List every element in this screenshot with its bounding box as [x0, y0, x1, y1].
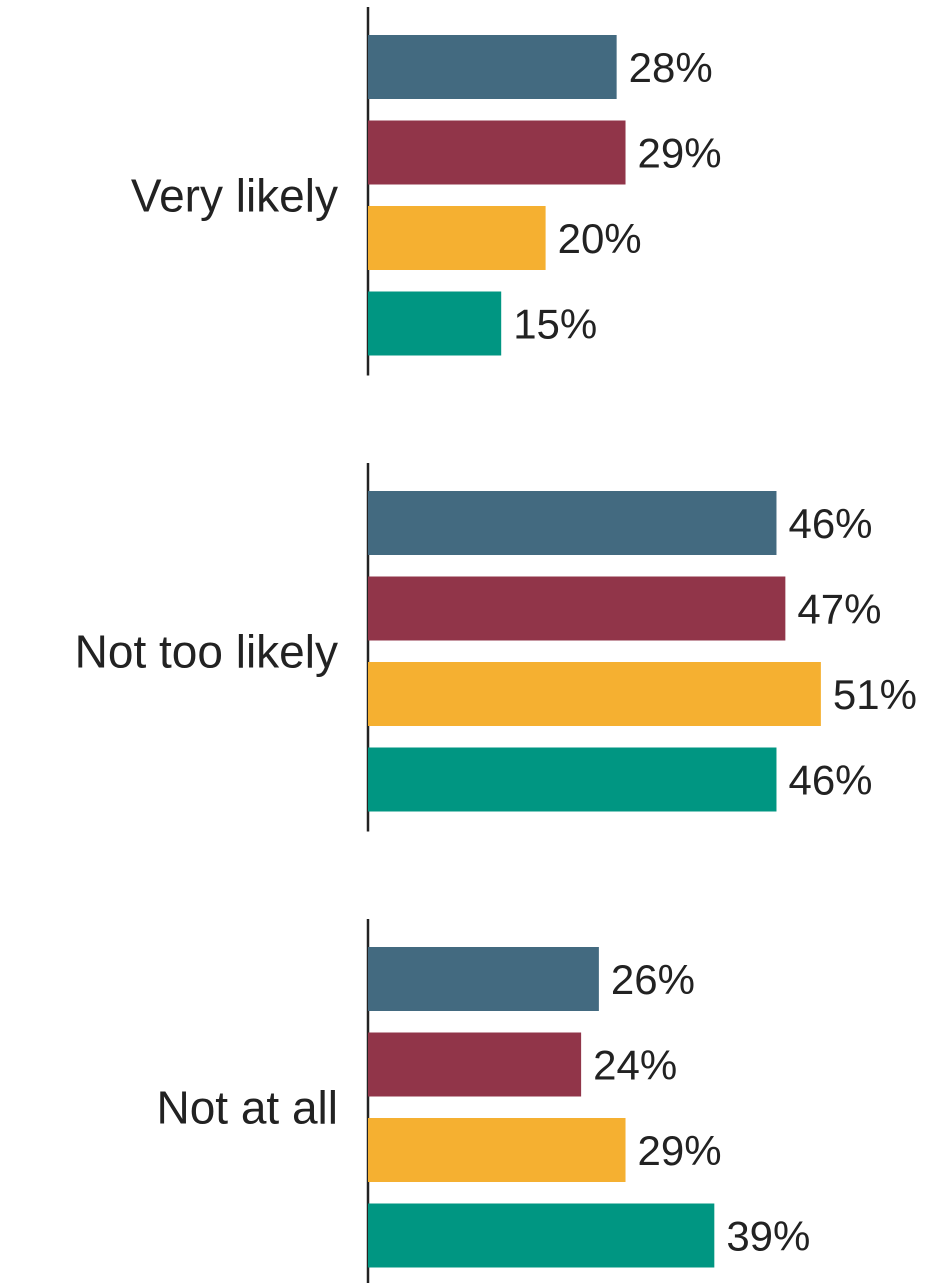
category-label: Not too likely: [75, 625, 338, 677]
data-label: 20%: [558, 215, 642, 262]
bar: [368, 1118, 626, 1182]
bar: [368, 120, 626, 185]
bar: [368, 291, 502, 356]
data-label: 24%: [593, 1042, 677, 1089]
category-label: Not at all: [156, 1081, 338, 1133]
data-label: 29%: [638, 1127, 722, 1174]
bar: [368, 662, 821, 726]
bar: [368, 1203, 715, 1268]
bars-layer: [368, 35, 821, 1268]
bar: [368, 1032, 582, 1097]
labels-layer: Very likely 28% 29% 20% 15% Not too likely 46%…: [75, 44, 917, 1260]
bar: [368, 747, 777, 812]
category-label: Very likely: [131, 169, 338, 221]
bar: [368, 35, 617, 99]
data-label: 47%: [797, 586, 881, 633]
bar: [368, 491, 777, 555]
data-label: 46%: [788, 500, 872, 547]
data-label: 51%: [833, 671, 917, 718]
bar: [368, 206, 546, 270]
data-label: 26%: [611, 956, 695, 1003]
data-label: 15%: [513, 301, 597, 348]
data-label: 39%: [726, 1213, 810, 1260]
bar: [368, 947, 599, 1011]
bar: [368, 576, 786, 641]
data-label: 46%: [788, 757, 872, 804]
data-label: 29%: [638, 130, 722, 177]
data-label: 28%: [629, 44, 713, 91]
